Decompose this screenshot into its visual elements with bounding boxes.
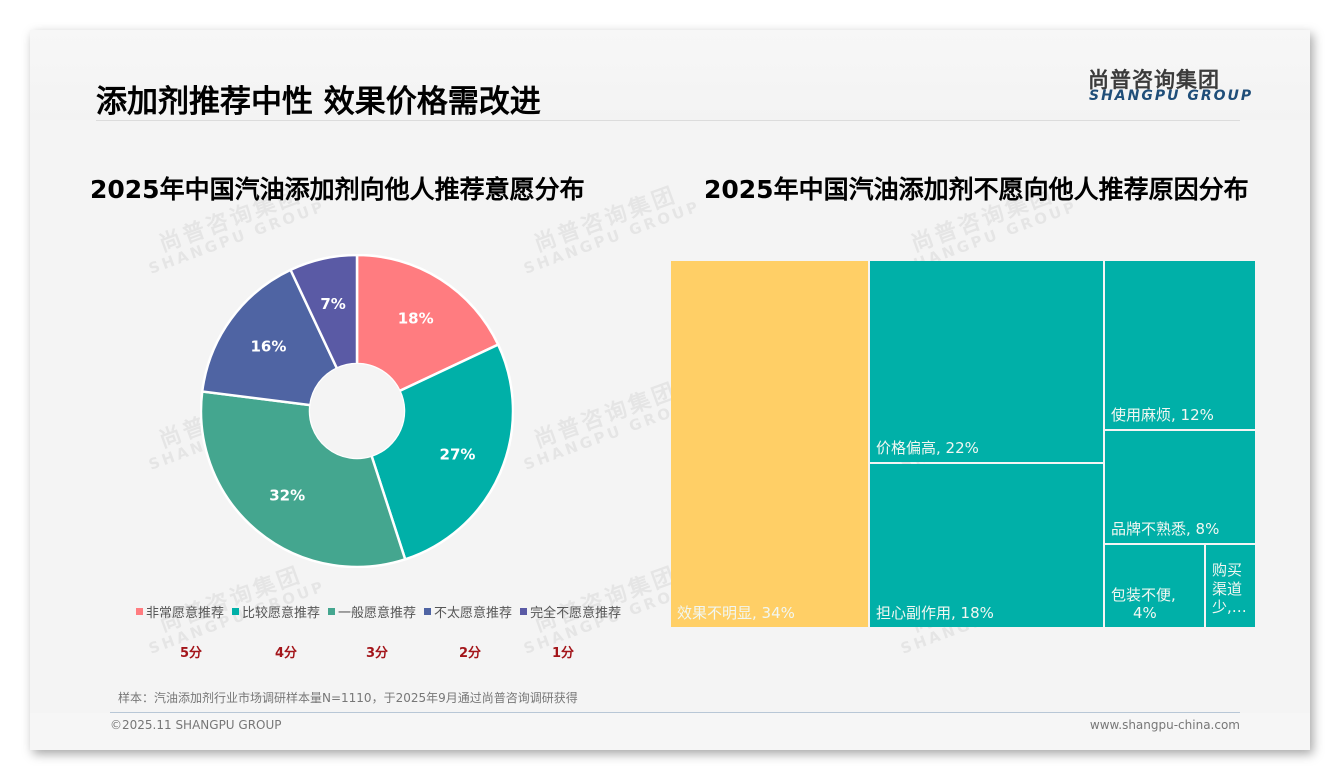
title-divider	[96, 120, 1240, 121]
legend-swatch-icon	[424, 608, 432, 615]
slice-percent-label: 7%	[320, 295, 345, 313]
right-chart-title: 2025年中国汽油添加剂不愿向他人推荐原因分布	[704, 175, 1249, 204]
treemap-tile: 使用麻烦, 12%	[1105, 261, 1255, 429]
slice-percent-label: 27%	[440, 445, 476, 463]
treemap-tile-label: 品牌不熟悉, 8%	[1111, 520, 1220, 539]
logo-english: SHANGPU GROUP	[1089, 88, 1254, 104]
score-label: 2分	[459, 646, 482, 661]
legend-label: 比较愿意推荐	[242, 606, 321, 621]
footer-band	[30, 713, 1310, 750]
donut-chart: 18% 27% 32% 16% 7%	[200, 254, 514, 568]
treemap-tile: 价格偏高, 22%	[870, 261, 1103, 462]
legend-label: 不太愿意推荐	[434, 606, 513, 621]
website-link[interactable]: www.shangpu-china.com	[1089, 718, 1240, 732]
treemap-tile: 担心副作用, 18%	[870, 464, 1103, 627]
score-label: 1分	[552, 646, 575, 661]
page-title: 添加剂推荐中性 效果价格需改进	[96, 84, 541, 120]
treemap-chart: 效果不明显, 34% 价格偏高, 22% 担心副作用, 18% 使用麻烦, 12% 品牌…	[670, 260, 1256, 628]
legend-swatch-icon	[136, 608, 143, 615]
slice-percent-label: 18%	[398, 310, 434, 328]
donut-legend: 非常愿意推荐 比较愿意推荐 一般愿意推荐 不太愿意推荐 完全不愿意推荐	[136, 602, 629, 621]
left-chart-title: 2025年中国汽油添加剂向他人推荐意愿分布	[90, 175, 585, 204]
legend-item: 完全不愿意推荐	[520, 602, 621, 621]
treemap-tile: 购买渠道少,…	[1206, 545, 1255, 627]
legend-item: 比较愿意推荐	[232, 602, 320, 621]
treemap-tile-label: 担心副作用, 18%	[876, 604, 994, 623]
donut-slice	[200, 390, 407, 568]
copyright-text: ©2025.11 SHANGPU GROUP	[110, 718, 282, 732]
legend-label: 完全不愿意推荐	[530, 606, 622, 621]
legend-label: 非常愿意推荐	[146, 606, 225, 621]
score-label: 5分	[180, 646, 203, 661]
slice-percent-label: 16%	[250, 338, 286, 356]
legend-item: 非常愿意推荐	[136, 602, 224, 621]
treemap-tile: 品牌不熟悉, 8%	[1105, 431, 1255, 543]
treemap-tile-label: 购买渠道少,…	[1212, 560, 1247, 617]
treemap-tile-label: 包装不便, 4%	[1111, 585, 1176, 623]
treemap-tile: 包装不便, 4%	[1105, 545, 1204, 627]
treemap-tile: 效果不明显, 34%	[671, 261, 868, 627]
footer-divider	[110, 712, 1240, 713]
treemap-tile-label: 价格偏高, 22%	[876, 439, 979, 458]
header-band	[30, 30, 1310, 120]
sample-footnote: 样本：汽油添加剂行业市场调研样本量N=1110，于2025年9月通过尚普咨询调研…	[118, 691, 578, 705]
legend-swatch-icon	[328, 608, 336, 615]
logo-chinese: 尚普咨询集团	[1088, 68, 1220, 92]
score-label: 3分	[366, 646, 389, 661]
legend-item: 不太愿意推荐	[424, 602, 512, 621]
slide: 添加剂推荐中性 效果价格需改进 尚普咨询集团 SHANGPU GROUP 尚普咨…	[30, 30, 1310, 750]
legend-item: 一般愿意推荐	[328, 602, 416, 621]
score-label: 4分	[275, 646, 298, 661]
treemap-tile-label: 使用麻烦, 12%	[1111, 406, 1214, 425]
legend-label: 一般愿意推荐	[338, 606, 417, 621]
slice-percent-label: 32%	[269, 486, 305, 504]
legend-swatch-icon	[232, 608, 240, 615]
legend-swatch-icon	[520, 608, 528, 615]
treemap-tile-label: 效果不明显, 34%	[677, 604, 795, 623]
